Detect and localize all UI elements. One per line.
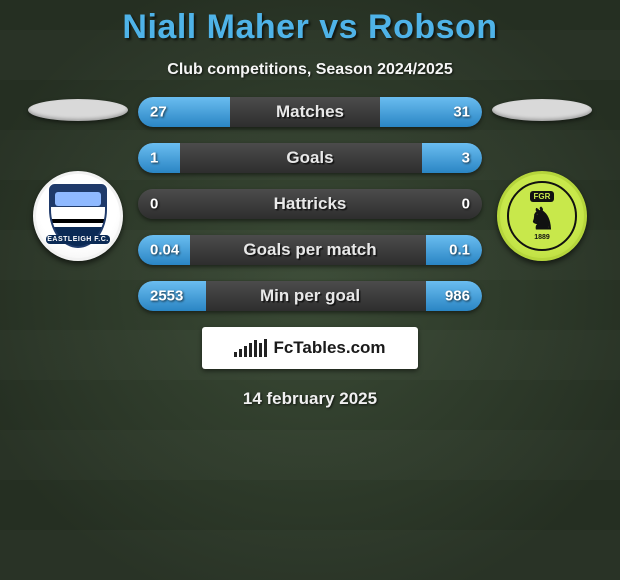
- stat-label: Goals: [286, 148, 333, 168]
- stat-label: Goals per match: [243, 240, 376, 260]
- infographic-content: Niall Maher vs Robson Club competitions,…: [0, 0, 620, 409]
- brand-chart-icon: [234, 339, 267, 357]
- brand-text: FcTables.com: [273, 338, 385, 358]
- stat-fill-right: [422, 143, 482, 173]
- stat-value-right: 0.1: [449, 242, 470, 259]
- stat-value-left: 0.04: [150, 242, 179, 259]
- season-subtitle: Club competitions, Season 2024/2025: [0, 61, 620, 79]
- brand-bar-icon: [239, 349, 242, 357]
- right-player-column: FGR ♞ 1889: [482, 97, 602, 261]
- fgr-text: FGR: [530, 191, 555, 202]
- fgr-year: 1889: [534, 234, 550, 241]
- left-form-ellipse: [28, 99, 128, 121]
- stat-value-right: 0: [462, 196, 470, 213]
- right-form-ellipse: [492, 99, 592, 121]
- stat-label: Min per goal: [260, 286, 360, 306]
- brand-bar-icon: [249, 343, 252, 357]
- stat-label: Hattricks: [274, 194, 347, 214]
- left-club-badge: EASTLEIGH F.C.: [33, 171, 123, 261]
- stat-value-left: 1: [150, 150, 158, 167]
- stat-value-right: 31: [453, 104, 470, 121]
- brand-bar-icon: [264, 339, 267, 357]
- left-player-column: EASTLEIGH F.C.: [18, 97, 138, 261]
- stat-fill-left: [138, 143, 180, 173]
- brand-bar-icon: [244, 346, 247, 357]
- brand-box: FcTables.com: [202, 327, 418, 369]
- stat-label: Matches: [276, 102, 344, 122]
- comparison-title: Niall Maher vs Robson: [0, 0, 620, 47]
- main-row: EASTLEIGH F.C. 27 31 Matches 1 3 Goals 0 0 Hattr…: [0, 97, 620, 311]
- stat-bar: 0.04 0.1 Goals per match: [138, 235, 482, 265]
- brand-bar-icon: [234, 352, 237, 357]
- right-club-badge: FGR ♞ 1889: [497, 171, 587, 261]
- stats-column: 27 31 Matches 1 3 Goals 0 0 Hattricks 0.04 0.1 Goal…: [138, 97, 482, 311]
- stat-bar: 2553 986 Min per goal: [138, 281, 482, 311]
- eastleigh-banner: EASTLEIGH F.C.: [46, 235, 110, 244]
- stat-value-left: 0: [150, 196, 158, 213]
- date-line: 14 february 2025: [0, 389, 620, 409]
- stat-value-left: 27: [150, 104, 167, 121]
- stat-value-right: 986: [445, 288, 470, 305]
- brand-bar-icon: [254, 340, 257, 357]
- stat-value-left: 2553: [150, 288, 183, 305]
- stat-bar: 27 31 Matches: [138, 97, 482, 127]
- lion-icon: ♞: [529, 205, 556, 235]
- stat-bar: 0 0 Hattricks: [138, 189, 482, 219]
- stat-value-right: 3: [462, 150, 470, 167]
- stat-bar: 1 3 Goals: [138, 143, 482, 173]
- brand-bar-icon: [259, 343, 262, 357]
- fgr-inner-circle-icon: FGR ♞ 1889: [507, 181, 577, 251]
